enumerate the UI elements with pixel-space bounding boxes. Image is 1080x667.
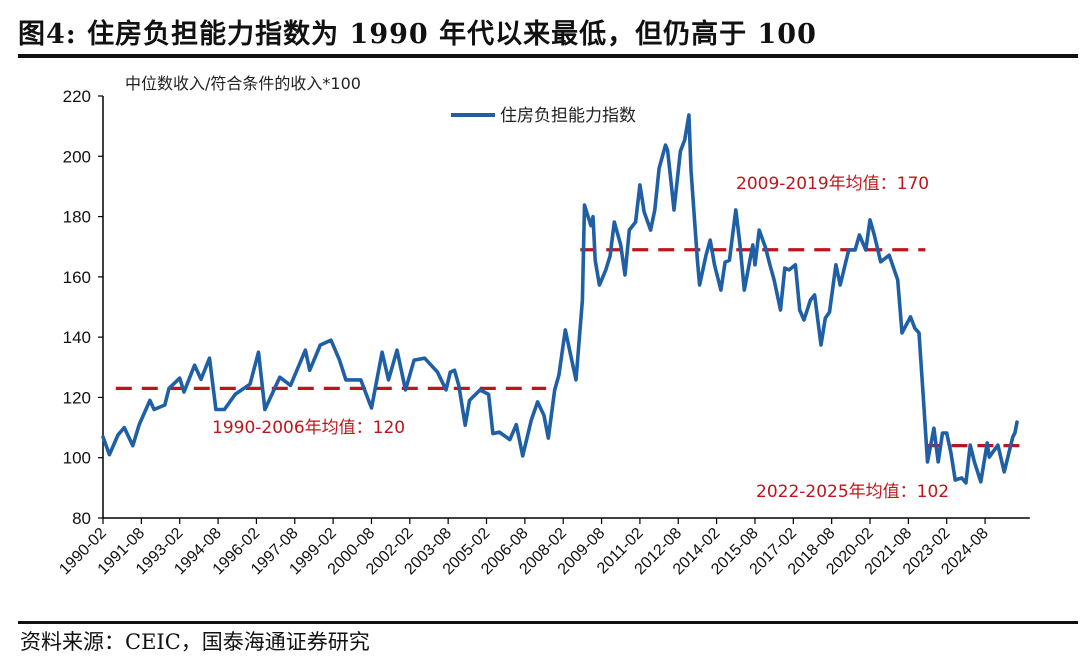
y-tick-label: 220 [63,87,91,106]
y-tick-label: 140 [63,328,91,347]
y-axis-unit-label: 中位数收入/符合条件的收入*100 [125,74,361,93]
y-tick-label: 120 [63,388,91,407]
y-tick-label: 100 [63,449,91,468]
y-tick-label: 80 [72,509,91,528]
bottom-rule [18,621,1078,624]
top-rule [18,54,1078,58]
legend-label: 住房负担能力指数 [500,106,636,126]
y-tick-label: 160 [63,268,91,287]
average-label: 1990-2006年均值：120 [212,418,405,438]
source-note: 资料来源：CEIC，国泰海通证券研究 [20,630,370,654]
average-label: 2022-2025年均值：102 [756,482,949,502]
y-tick-label: 200 [63,147,91,166]
y-tick-label: 180 [63,208,91,227]
figure-title: 图4: 住房负担能力指数为 1990 年代以来最低，但仍高于 100 [18,19,817,50]
average-label: 2009-2019年均值：170 [736,174,929,194]
